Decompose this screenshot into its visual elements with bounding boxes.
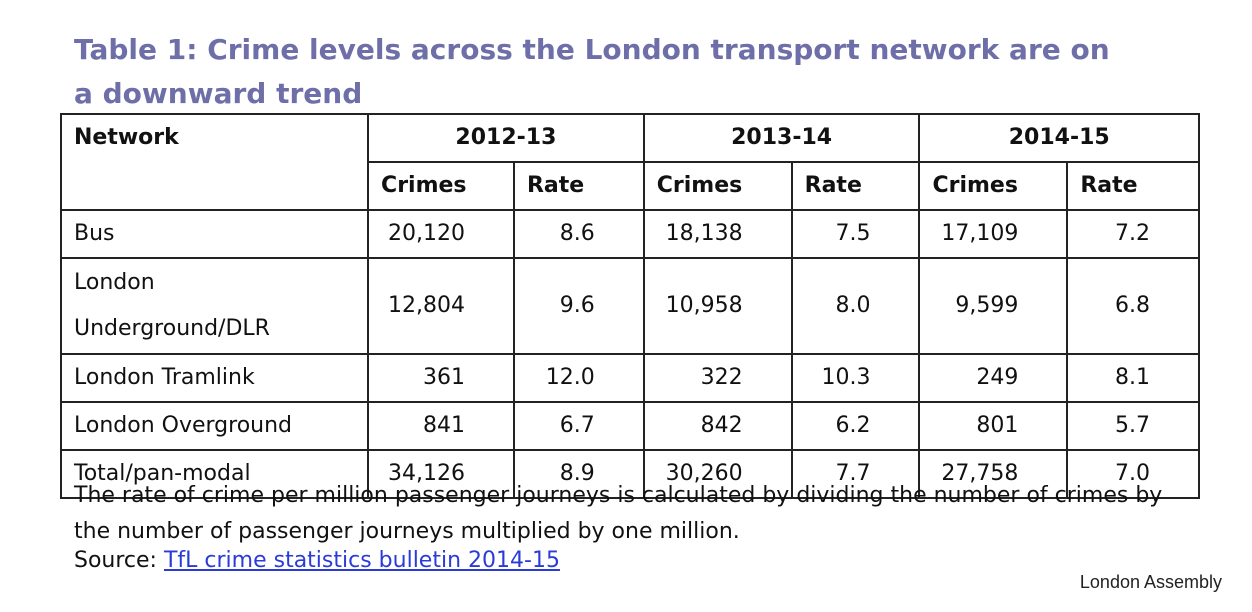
rate-cell: 7.2 xyxy=(1066,209,1200,259)
subheader-crimes: Crimes xyxy=(642,161,793,211)
subheader-rate: Rate xyxy=(512,161,645,211)
network-cell: Total/pan-modal xyxy=(59,449,370,499)
rate-cell: 12.0 xyxy=(512,353,645,403)
table-row: London Underground/DLR 12,804 9.6 10,958… xyxy=(59,257,1200,355)
crimes-cell: 801 xyxy=(918,401,1069,451)
subheader-crimes: Crimes xyxy=(918,161,1069,211)
crimes-cell: 10,958 xyxy=(642,257,793,355)
header-row-subheaders: Crimes Rate Crimes Rate Crimes Rate xyxy=(61,161,1200,211)
network-cell: London Tramlink xyxy=(59,353,370,403)
network-cell-line: London xyxy=(74,270,155,295)
source-line: Source: TfL crime statistics bulletin 20… xyxy=(74,544,560,578)
crimes-cell: 842 xyxy=(642,401,793,451)
crimes-cell: 17,109 xyxy=(918,209,1069,259)
rate-cell: 7.0 xyxy=(1066,449,1200,499)
rate-cell: 8.1 xyxy=(1066,353,1200,403)
rate-cell: 5.7 xyxy=(1066,401,1200,451)
footnote: The rate of crime per million passenger … xyxy=(74,483,1163,544)
network-cell: London Overground xyxy=(59,401,370,451)
network-header: Network xyxy=(59,113,370,211)
rate-cell: 9.6 xyxy=(512,257,645,355)
subheader-crimes: Crimes xyxy=(367,161,515,211)
rate-cell: 6.7 xyxy=(512,401,645,451)
rate-cell: 8.0 xyxy=(790,257,921,355)
rate-cell: 10.3 xyxy=(790,353,921,403)
rate-cell: 8.9 xyxy=(512,449,645,499)
crimes-cell: 249 xyxy=(918,353,1069,403)
year-header-2013-14: 2013-14 xyxy=(642,113,921,163)
crimes-cell: 34,126 xyxy=(367,449,515,499)
crimes-cell: 27,758 xyxy=(918,449,1069,499)
table-row-total: Total/pan-modal 34,126 8.9 30,260 7.7 27… xyxy=(59,449,1200,499)
crime-table: Network 2012-13 2013-14 2014-15 Crimes R… xyxy=(59,113,1200,499)
network-cell: London Underground/DLR xyxy=(59,257,370,355)
network-cell-line: Underground/DLR xyxy=(74,316,270,341)
crimes-cell: 841 xyxy=(367,401,515,451)
source-link[interactable]: TfL crime statistics bulletin 2014-15 xyxy=(163,548,560,573)
rate-cell: 6.2 xyxy=(790,401,921,451)
source-label: Source: xyxy=(74,548,164,573)
rate-cell: 6.8 xyxy=(1066,257,1200,355)
year-header-2014-15: 2014-15 xyxy=(918,113,1200,163)
table-title: Table 1: Crime levels across the London … xyxy=(74,33,1110,110)
crimes-cell: 361 xyxy=(367,353,515,403)
subheader-rate: Rate xyxy=(790,161,921,211)
credit-label: London Assembly xyxy=(1079,572,1222,592)
crimes-cell: 18,138 xyxy=(642,209,793,259)
rate-cell: 7.5 xyxy=(790,209,921,259)
crimes-cell: 12,804 xyxy=(367,257,515,355)
rate-cell: 8.6 xyxy=(512,209,645,259)
crimes-cell: 20,120 xyxy=(367,209,515,259)
table-row: London Overground 841 6.7 842 6.2 801 5.… xyxy=(59,401,1200,451)
table-row: Bus 20,120 8.6 18,138 7.5 17,109 7.2 xyxy=(59,209,1200,259)
crimes-cell: 9,599 xyxy=(918,257,1069,355)
table-row: London Tramlink 361 12.0 322 10.3 249 8.… xyxy=(59,353,1200,403)
subheader-rate: Rate xyxy=(1066,161,1200,211)
year-header-2012-13: 2012-13 xyxy=(367,113,645,163)
crimes-cell: 30,260 xyxy=(642,449,793,499)
network-cell: Bus xyxy=(59,209,370,259)
header-row-years: Network 2012-13 2013-14 2014-15 xyxy=(59,113,1200,211)
crimes-cell: 322 xyxy=(642,353,793,403)
rate-cell: 7.7 xyxy=(790,449,921,499)
